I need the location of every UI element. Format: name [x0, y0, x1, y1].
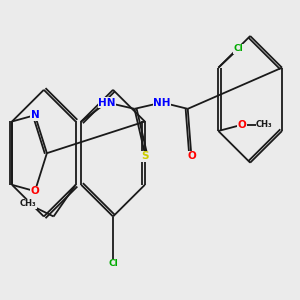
- Text: Cl: Cl: [234, 44, 244, 53]
- Text: O: O: [31, 186, 39, 196]
- Text: HN: HN: [98, 98, 116, 107]
- Text: O: O: [187, 151, 196, 161]
- Text: N: N: [31, 110, 39, 120]
- Text: Cl: Cl: [108, 260, 118, 268]
- Text: CH₃: CH₃: [256, 120, 273, 129]
- Text: S: S: [142, 151, 149, 161]
- Text: O: O: [238, 120, 247, 130]
- Text: NH: NH: [153, 98, 171, 107]
- Text: CH₃: CH₃: [20, 199, 36, 208]
